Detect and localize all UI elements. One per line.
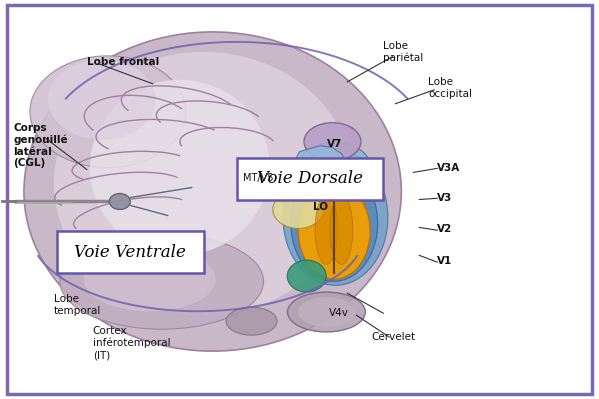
Ellipse shape (288, 260, 326, 292)
Text: V3: V3 (437, 192, 452, 203)
Ellipse shape (264, 186, 276, 195)
Text: V1: V1 (437, 256, 452, 267)
Text: Voie Dorsale: Voie Dorsale (257, 170, 363, 187)
Ellipse shape (288, 292, 365, 332)
Text: Lobe
pariétal: Lobe pariétal (383, 41, 423, 63)
Text: V4v: V4v (328, 308, 349, 318)
Ellipse shape (330, 195, 353, 265)
Text: LO: LO (313, 202, 328, 213)
Ellipse shape (90, 80, 270, 255)
Ellipse shape (315, 195, 338, 265)
Text: Corps
genouillé
latéral
(CGL): Corps genouillé latéral (CGL) (13, 123, 68, 168)
Text: Voie Ventrale: Voie Ventrale (74, 244, 186, 261)
Ellipse shape (24, 32, 401, 351)
Ellipse shape (283, 150, 388, 285)
Text: V7: V7 (326, 138, 342, 149)
Text: MT/V5: MT/V5 (243, 172, 273, 183)
Text: Cervelet: Cervelet (371, 332, 416, 342)
Ellipse shape (226, 307, 277, 335)
FancyBboxPatch shape (237, 158, 383, 200)
Text: Lobe
occipital: Lobe occipital (428, 77, 472, 99)
Ellipse shape (291, 166, 378, 281)
Text: V3A: V3A (437, 162, 461, 173)
Text: V2: V2 (437, 224, 452, 235)
Ellipse shape (298, 297, 355, 327)
Text: Cortex
inférotemporal
(IT): Cortex inférotemporal (IT) (93, 326, 171, 360)
Ellipse shape (48, 60, 156, 140)
Ellipse shape (84, 247, 216, 311)
Text: Lobe frontal: Lobe frontal (87, 57, 159, 67)
Ellipse shape (54, 52, 353, 315)
Ellipse shape (110, 194, 131, 209)
Polygon shape (294, 146, 347, 186)
FancyBboxPatch shape (57, 231, 204, 273)
Ellipse shape (298, 143, 370, 189)
Ellipse shape (60, 233, 264, 329)
Ellipse shape (304, 123, 361, 160)
Ellipse shape (30, 56, 186, 168)
Text: Lobe
temporal: Lobe temporal (54, 294, 101, 316)
Ellipse shape (298, 184, 370, 279)
Ellipse shape (273, 191, 323, 228)
